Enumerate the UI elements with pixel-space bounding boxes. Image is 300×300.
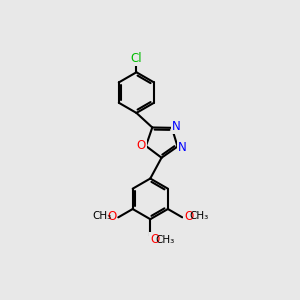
Text: CH₃: CH₃ (189, 212, 208, 221)
Text: O: O (184, 210, 194, 223)
Text: O: O (107, 210, 116, 223)
Text: O: O (150, 233, 160, 246)
Text: N: N (178, 141, 187, 154)
Text: CH₃: CH₃ (92, 212, 111, 221)
Text: O: O (137, 139, 146, 152)
Text: N: N (172, 120, 181, 133)
Text: Cl: Cl (130, 52, 142, 65)
Text: CH₃: CH₃ (156, 235, 175, 244)
